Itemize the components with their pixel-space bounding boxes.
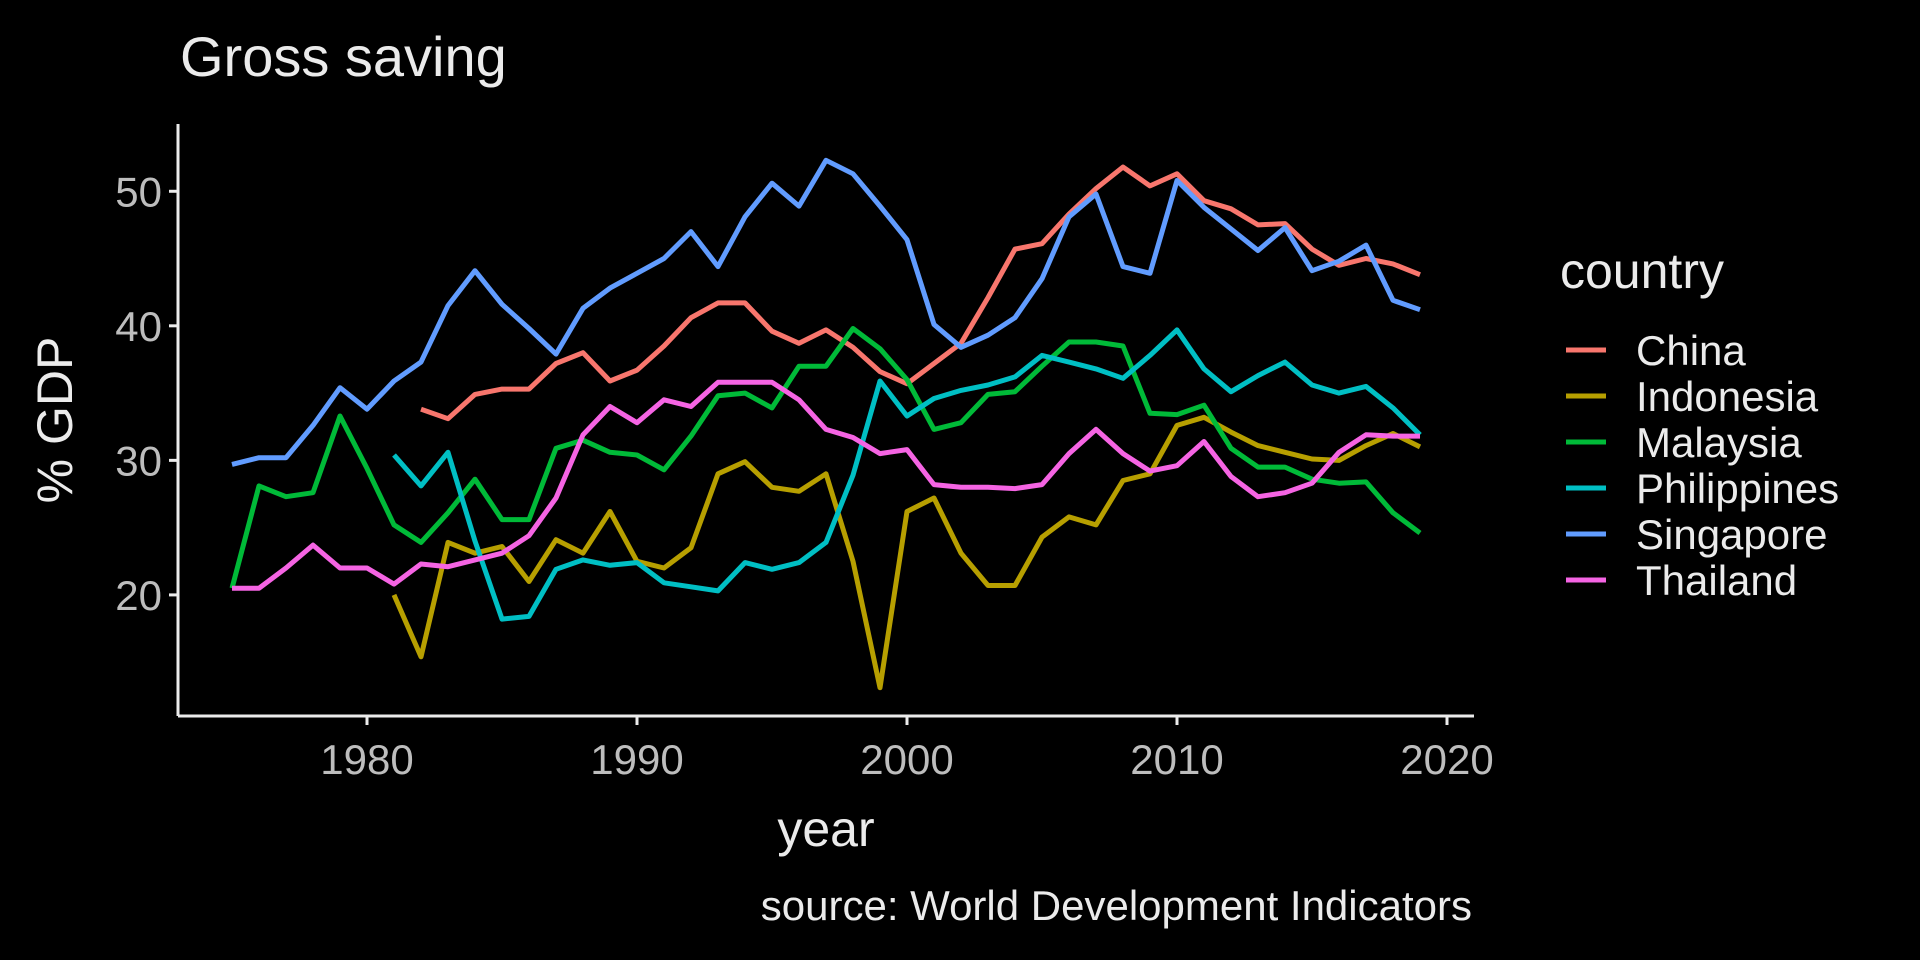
y-axis-title: % GDP	[27, 337, 83, 504]
legend-label: Philippines	[1636, 465, 1839, 512]
chart-title: Gross saving	[180, 25, 507, 88]
y-tick-label: 40	[115, 303, 162, 350]
y-tick-label: 20	[115, 572, 162, 619]
series-line-philippines	[392, 327, 1422, 622]
x-tick-label: 2010	[1130, 736, 1223, 783]
series-line-malaysia	[229, 326, 1422, 589]
legend-label: Malaysia	[1636, 419, 1802, 466]
legend: country ChinaIndonesiaMalaysiaPhilippine…	[1560, 243, 1839, 604]
legend-label: Thailand	[1636, 557, 1797, 604]
x-ticks: 1980 1990 2000 2010 2020	[320, 716, 1494, 783]
x-axis-title: year	[777, 801, 874, 857]
series-line-singapore	[231, 157, 1421, 467]
legend-item-singapore: Singapore	[1566, 511, 1827, 558]
legend-item-malaysia: Malaysia	[1566, 419, 1802, 466]
legend-item-china: China	[1566, 327, 1746, 374]
legend-item-thailand: Thailand	[1566, 557, 1797, 604]
x-tick-label: 2000	[860, 736, 953, 783]
legend-item-indonesia: Indonesia	[1566, 373, 1819, 420]
chart-caption: source: World Development Indicators	[761, 882, 1472, 929]
legend-label: Singapore	[1636, 511, 1827, 558]
y-tick-label: 30	[115, 437, 162, 484]
series-line-china	[420, 164, 1421, 422]
legend-title: country	[1560, 243, 1724, 299]
series-line-thailand	[232, 379, 1420, 591]
plot-lines	[229, 157, 1422, 691]
x-tick-label: 1990	[590, 736, 683, 783]
legend-label: China	[1636, 327, 1746, 374]
legend-label: Indonesia	[1636, 373, 1819, 420]
y-ticks: 20 30 40 50	[115, 168, 178, 619]
x-tick-label: 2020	[1400, 736, 1493, 783]
legend-items: ChinaIndonesiaMalaysiaPhilippinesSingapo…	[1566, 327, 1839, 604]
axes	[176, 124, 1474, 718]
series-line-indonesia	[391, 414, 1422, 691]
x-tick-label: 1980	[320, 736, 413, 783]
legend-item-philippines: Philippines	[1566, 465, 1839, 512]
y-tick-label: 50	[115, 168, 162, 215]
